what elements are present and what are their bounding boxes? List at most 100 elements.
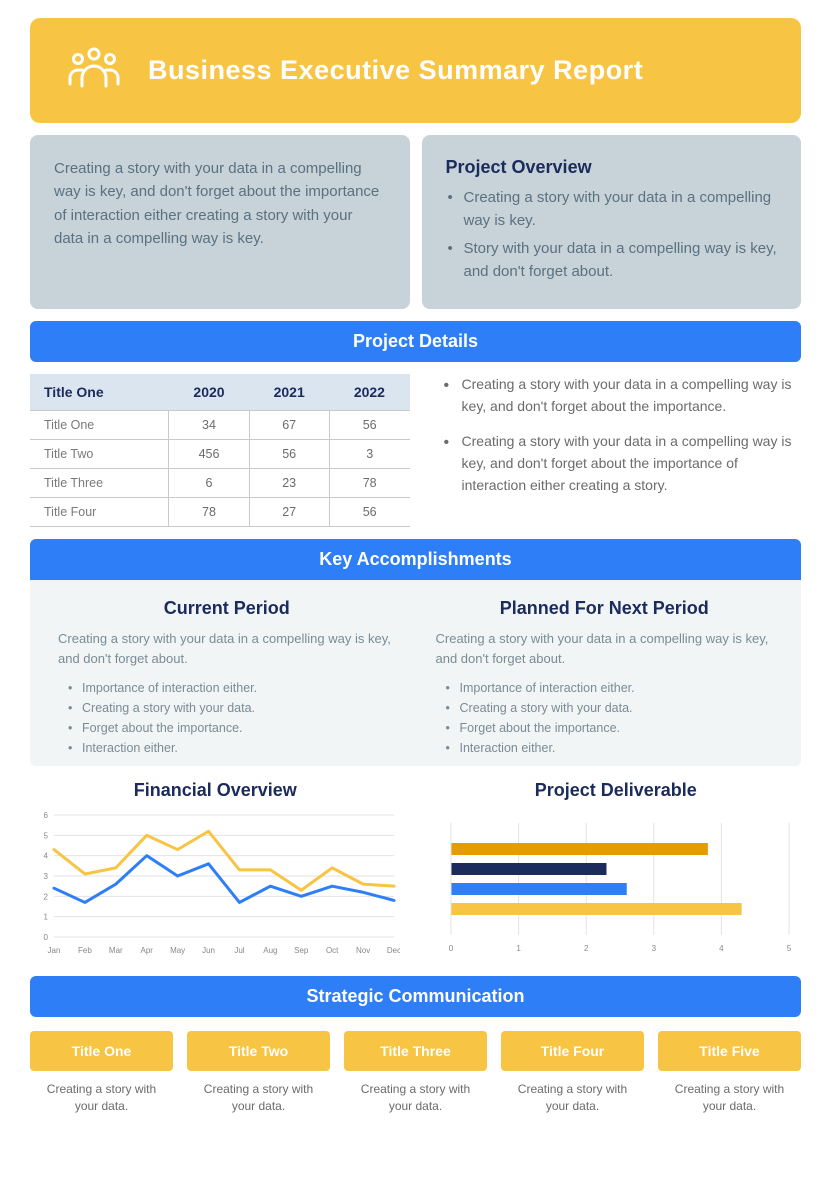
- table-cell: 34: [169, 411, 249, 440]
- svg-text:4: 4: [44, 852, 49, 861]
- overview-item: Creating a story with your data in a com…: [446, 186, 778, 233]
- intro-card-left: Creating a story with your data in a com…: [30, 135, 410, 309]
- header-banner: Business Executive Summary Report: [30, 18, 801, 123]
- overview-item: Story with your data in a compelling way…: [446, 237, 778, 284]
- details-row: Title One 2020 2021 2022 Title One346756…: [30, 374, 801, 527]
- table-row: Title Four782756: [30, 498, 410, 527]
- svg-text:Apr: Apr: [141, 946, 154, 955]
- svg-text:5: 5: [786, 944, 791, 953]
- tile-body: Creating a story with your data.: [658, 1081, 801, 1116]
- details-bullet: Creating a story with your data in a com…: [440, 374, 801, 417]
- overview-title: Project Overview: [446, 157, 778, 178]
- table-cell: Title Two: [30, 440, 169, 469]
- table-cell: 23: [249, 469, 329, 498]
- strategic-tile: Title One Creating a story with your data…: [30, 1031, 173, 1116]
- current-title: Current Period: [58, 598, 396, 619]
- svg-text:0: 0: [44, 933, 49, 942]
- bar-chart-svg: 0 1 2 3 4 5: [431, 809, 801, 959]
- list-item: Creating a story with your data.: [58, 698, 396, 718]
- table-row: Title Three62378: [30, 469, 410, 498]
- list-item: Importance of interaction either.: [436, 678, 774, 698]
- financial-chart-title: Financial Overview: [30, 780, 401, 801]
- svg-text:1: 1: [44, 913, 49, 922]
- tile-body: Creating a story with your data.: [344, 1081, 487, 1116]
- page-title: Business Executive Summary Report: [148, 55, 643, 86]
- table-cell: Title One: [30, 411, 169, 440]
- strategic-tile: Title FourCreating a story with your dat…: [501, 1031, 644, 1116]
- svg-text:Sep: Sep: [294, 946, 309, 955]
- strategic-tile: Title Two Creating a story with your data…: [187, 1031, 330, 1116]
- svg-text:0: 0: [448, 944, 453, 953]
- table-cell: Title Four: [30, 498, 169, 527]
- table-row: Title One346756: [30, 411, 410, 440]
- table-header-row: Title One 2020 2021 2022: [30, 374, 410, 411]
- tile-title: Title One: [30, 1031, 173, 1071]
- project-overview-card: Project Overview Creating a story with y…: [422, 135, 802, 309]
- svg-text:5: 5: [44, 831, 49, 840]
- tile-body: Creating a story with your data.: [187, 1081, 330, 1116]
- table-cell: Title Three: [30, 469, 169, 498]
- strategic-tile: Title Five Creating a story with your dat…: [658, 1031, 801, 1116]
- current-period-col: Current Period Creating a story with you…: [58, 598, 396, 758]
- svg-text:3: 3: [44, 872, 49, 881]
- svg-text:May: May: [170, 946, 185, 955]
- svg-text:Aug: Aug: [263, 946, 277, 955]
- table-cell: 67: [249, 411, 329, 440]
- section-banner-strategic: Strategic Communication: [30, 976, 801, 1017]
- planned-list: Importance of interaction either.Creatin…: [436, 678, 774, 758]
- intro-row: Creating a story with your data in a com…: [30, 135, 801, 309]
- svg-text:Jan: Jan: [48, 946, 61, 955]
- table-cell: 78: [169, 498, 249, 527]
- svg-text:1: 1: [516, 944, 521, 953]
- strategic-tile: Title Three Creating a story with your da…: [344, 1031, 487, 1116]
- list-item: Interaction either.: [58, 738, 396, 758]
- table-header: 2021: [249, 374, 329, 411]
- tile-title: Title Three: [344, 1031, 487, 1071]
- svg-text:2: 2: [583, 944, 588, 953]
- section-banner-accomplishments: Key Accomplishments: [30, 539, 801, 580]
- table-cell: 56: [329, 411, 409, 440]
- tile-title: Title Two: [187, 1031, 330, 1071]
- table-cell: 78: [329, 469, 409, 498]
- table-cell: 56: [329, 498, 409, 527]
- svg-text:Oct: Oct: [326, 946, 339, 955]
- table-cell: 27: [249, 498, 329, 527]
- svg-text:Dec: Dec: [387, 946, 400, 955]
- line-chart-svg: 0123456JanFebMarAprMayJunJulAugSepOctNov…: [30, 809, 400, 959]
- table-cell: 56: [249, 440, 329, 469]
- planned-period-col: Planned For Next Period Creating a story…: [436, 598, 774, 758]
- table-row: Title Two456563: [30, 440, 410, 469]
- svg-text:2: 2: [44, 892, 49, 901]
- charts-row: Financial Overview 0123456JanFebMarAprMa…: [30, 780, 801, 964]
- section-banner-details: Project Details: [30, 321, 801, 362]
- svg-text:Jul: Jul: [234, 946, 244, 955]
- details-table-wrap: Title One 2020 2021 2022 Title One346756…: [30, 374, 410, 527]
- svg-text:6: 6: [44, 811, 49, 820]
- list-item: Forget about the importance.: [436, 718, 774, 738]
- accomplishments-panel: Current Period Creating a story with you…: [30, 580, 801, 766]
- tile-body: Creating a story with your data.: [501, 1081, 644, 1116]
- current-list: Importance of interaction either.Creatin…: [58, 678, 396, 758]
- tile-body: Creating a story with your data.: [30, 1081, 173, 1116]
- planned-intro: Creating a story with your data in a com…: [436, 629, 774, 668]
- strategic-tiles-row: Title One Creating a story with your data…: [30, 1031, 801, 1116]
- tile-title: Title Five: [658, 1031, 801, 1071]
- svg-text:3: 3: [651, 944, 656, 953]
- table-header: 2020: [169, 374, 249, 411]
- financial-overview-chart: Financial Overview 0123456JanFebMarAprMa…: [30, 780, 401, 964]
- list-item: Creating a story with your data.: [436, 698, 774, 718]
- overview-list: Creating a story with your data in a com…: [446, 186, 778, 283]
- planned-title: Planned For Next Period: [436, 598, 774, 619]
- table-header: Title One: [30, 374, 169, 411]
- details-table: Title One 2020 2021 2022 Title One346756…: [30, 374, 410, 527]
- list-item: Interaction either.: [436, 738, 774, 758]
- table-cell: 456: [169, 440, 249, 469]
- svg-text:4: 4: [719, 944, 724, 953]
- list-item: Importance of interaction either.: [58, 678, 396, 698]
- table-cell: 3: [329, 440, 409, 469]
- table-header: 2022: [329, 374, 409, 411]
- table-cell: 6: [169, 469, 249, 498]
- intro-text: Creating a story with your data in a com…: [54, 157, 386, 250]
- details-bullets: Creating a story with your data in a com…: [440, 374, 801, 527]
- list-item: Forget about the importance.: [58, 718, 396, 738]
